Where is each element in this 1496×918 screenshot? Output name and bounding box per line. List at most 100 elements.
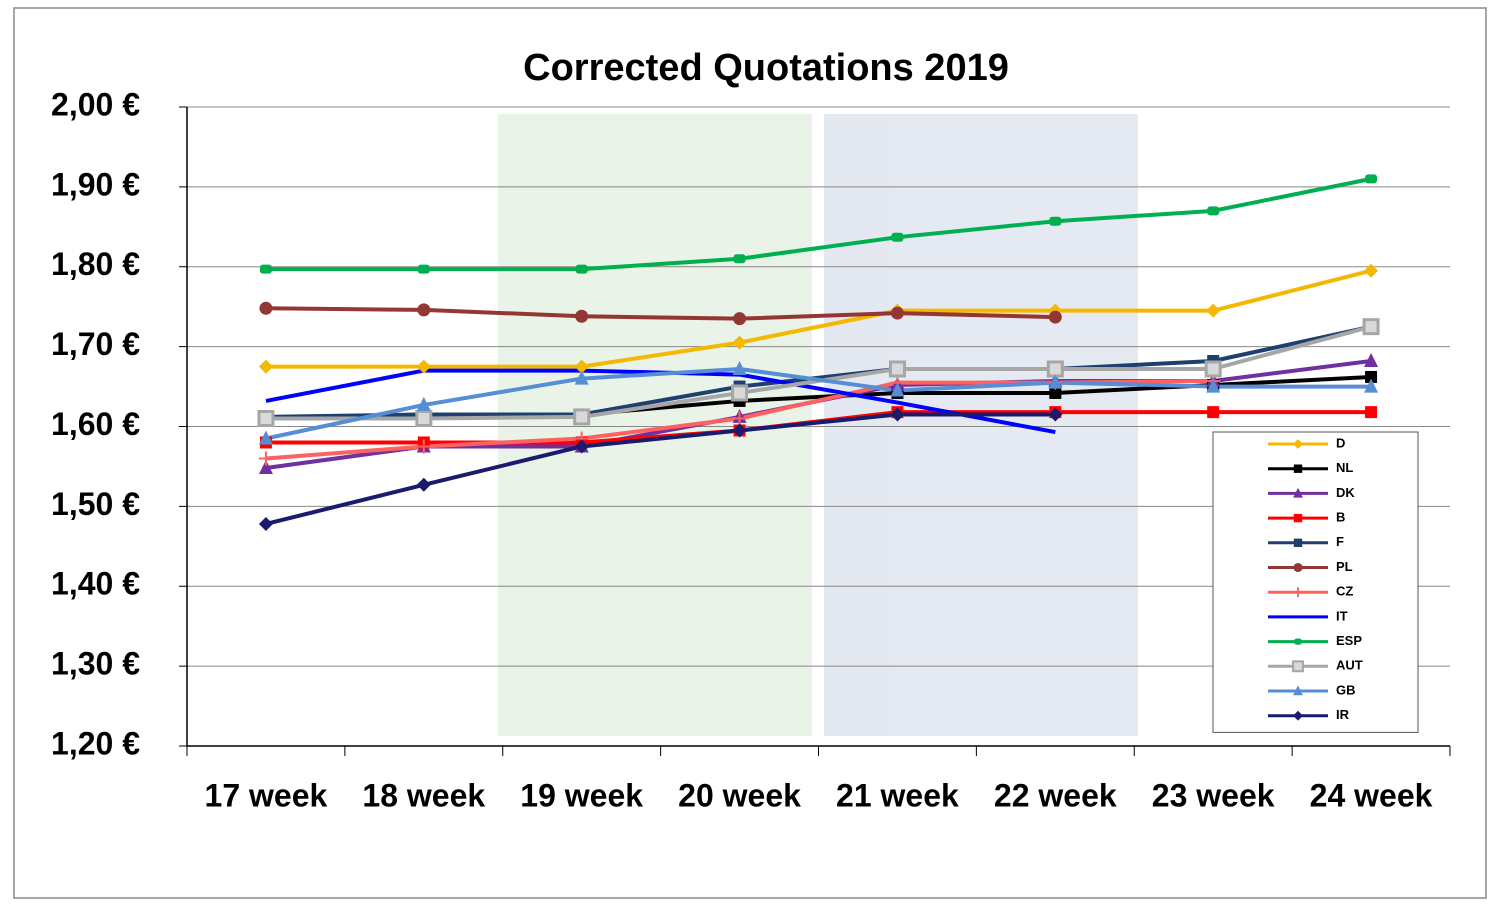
legend-box: [1212, 431, 1419, 733]
chart-title: Corrected Quotations 2019: [523, 47, 1009, 89]
data-point: [733, 254, 746, 264]
legend-marker: [1293, 538, 1303, 547]
data-point: [890, 306, 904, 320]
y-tick-label: 1,20 €: [51, 725, 140, 761]
data-point: [417, 264, 430, 274]
x-tick-label: 17 week: [205, 777, 328, 813]
y-tick-label: 1,60 €: [51, 406, 140, 442]
data-point: [1362, 318, 1380, 336]
data-point: [732, 360, 747, 375]
data-point: [416, 359, 431, 374]
data-point: [258, 451, 273, 466]
y-tick-label: 1,40 €: [51, 566, 140, 602]
legend-label: GB: [1336, 682, 1356, 697]
series-line: [265, 176, 1372, 272]
data-point: [1048, 374, 1063, 389]
data-point: [574, 439, 589, 454]
series-line: [265, 268, 1372, 369]
x-tick-label: 22 week: [994, 777, 1117, 813]
legend-marker: [1293, 487, 1303, 498]
y-tick-label: 1,30 €: [51, 646, 140, 682]
legend-marker: [1293, 638, 1303, 645]
legend-label: IT: [1336, 608, 1348, 623]
y-tick-label: 1,50 €: [51, 486, 140, 522]
data-point: [1365, 406, 1378, 419]
y-tick-label: 1,80 €: [51, 246, 140, 282]
data-point: [890, 407, 905, 422]
data-point: [573, 408, 591, 426]
data-point: [258, 430, 273, 445]
legend-label: DK: [1336, 485, 1355, 500]
series-line: [265, 306, 1056, 321]
x-tick-label: 18 week: [362, 777, 485, 813]
data-point: [1207, 206, 1220, 216]
x-tick-label: 24 week: [1310, 777, 1433, 813]
legend-label: F: [1336, 534, 1344, 549]
data-point: [415, 410, 433, 428]
data-point: [1049, 386, 1062, 399]
data-point: [1048, 310, 1062, 324]
data-point: [1364, 378, 1379, 393]
data-point: [1206, 378, 1221, 393]
legend-label: NL: [1336, 460, 1353, 475]
data-point: [257, 410, 275, 428]
x-tick-label: 19 week: [520, 777, 643, 813]
series-line: [265, 366, 1372, 441]
data-point: [417, 303, 431, 317]
data-point: [891, 232, 904, 242]
legend-marker: [1293, 439, 1303, 449]
data-point: [258, 516, 273, 531]
data-point: [575, 264, 588, 274]
data-point: [416, 396, 431, 411]
legend-label: AUT: [1336, 658, 1363, 673]
data-point: [416, 477, 431, 492]
legend-marker: [1293, 513, 1303, 523]
legend-label: IR: [1336, 707, 1350, 722]
data-point: [731, 384, 749, 402]
data-point: [732, 423, 747, 438]
data-point: [733, 312, 747, 326]
data-point: [1364, 353, 1379, 368]
data-point: [1046, 360, 1064, 378]
y-tick-label: 1,70 €: [51, 326, 140, 362]
x-tick-label: 20 week: [678, 777, 801, 813]
data-point: [1365, 370, 1378, 383]
legend-marker: [1293, 685, 1303, 696]
data-point: [732, 335, 747, 350]
series-line: [265, 412, 1056, 526]
legend-label: PL: [1336, 559, 1353, 574]
data-point: [574, 359, 589, 374]
data-point: [258, 359, 273, 374]
legend-marker: [1293, 587, 1303, 598]
watermark: [498, 114, 1138, 736]
y-tick-label: 2,00 €: [51, 86, 140, 122]
y-tick-label: 1,90 €: [51, 166, 140, 202]
legend-label: CZ: [1336, 584, 1353, 599]
legend-label: B: [1336, 510, 1345, 525]
data-point: [732, 411, 747, 426]
x-tick-label: 23 week: [1152, 777, 1275, 813]
data-point: [1206, 303, 1221, 318]
legend-marker: [1293, 562, 1303, 573]
data-point: [575, 309, 589, 323]
x-tick-label: 21 week: [836, 777, 959, 813]
data-point: [888, 360, 906, 378]
data-point: [1364, 263, 1379, 278]
legend-label: ESP: [1336, 633, 1362, 648]
data-point: [416, 439, 431, 454]
data-point: [890, 382, 905, 397]
data-point: [1204, 360, 1222, 378]
data-point: [1365, 174, 1378, 184]
data-point: [259, 301, 273, 315]
data-point: [574, 370, 589, 385]
legend-marker: [1293, 464, 1303, 473]
data-point: [1048, 407, 1063, 422]
data-point: [1049, 216, 1062, 226]
legend-label: D: [1336, 435, 1345, 450]
data-point: [1207, 406, 1220, 419]
legend-marker: [1292, 660, 1304, 673]
legend-marker: [1293, 710, 1303, 721]
data-point: [259, 264, 272, 274]
data-point: [258, 460, 273, 475]
